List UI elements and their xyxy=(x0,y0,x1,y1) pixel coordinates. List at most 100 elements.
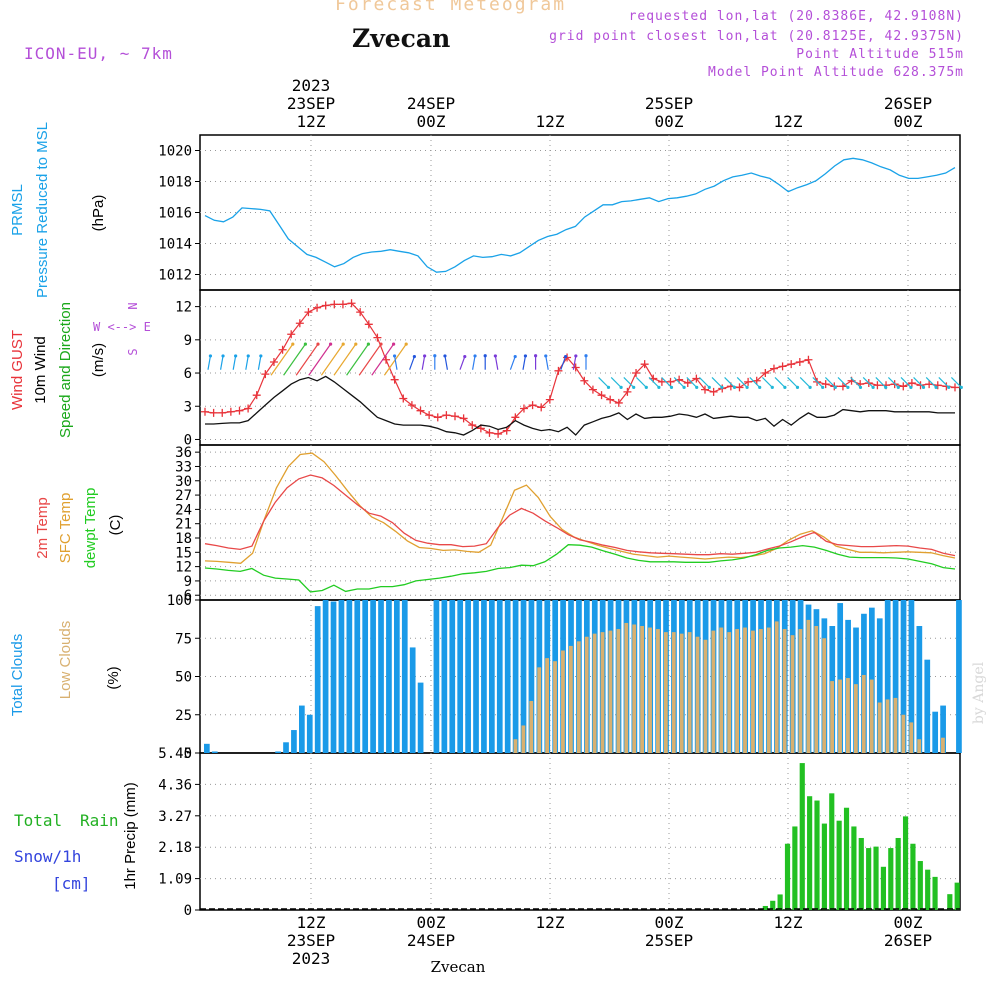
wind-unit: (m/s) xyxy=(90,343,107,377)
low-cloud-bar xyxy=(561,650,565,753)
total-label: Total xyxy=(14,811,62,830)
gust-marker xyxy=(304,308,313,317)
rain-label: Rain xyxy=(80,811,119,830)
wind-line xyxy=(205,375,955,436)
low-cloud-bar xyxy=(584,636,589,753)
gust-marker xyxy=(278,345,287,354)
y-tick-label: 6 xyxy=(184,366,192,382)
wind-arrow xyxy=(509,356,516,370)
wind-arrow-head xyxy=(657,385,661,389)
wind-arrow-head xyxy=(513,354,517,359)
wind-arrow xyxy=(270,343,294,376)
precip-bar xyxy=(799,763,805,910)
gust-marker xyxy=(226,407,235,416)
wind-arrow-head xyxy=(808,385,812,389)
model-altitude: Model Point Altitude 628.375m xyxy=(708,65,964,80)
point-altitude: Point Altitude 515m xyxy=(796,47,964,62)
gust-marker xyxy=(588,385,597,394)
wind-arrow xyxy=(913,377,924,388)
gust-marker xyxy=(778,362,787,371)
grid-coords: grid point closest lon,lat (20.8125E, 42… xyxy=(549,29,964,44)
total-cloud-bar xyxy=(338,600,345,753)
wind-arrow-head xyxy=(871,385,875,389)
gust-marker xyxy=(459,414,468,423)
low-cloud-bar xyxy=(774,621,779,753)
wind-arrow-head xyxy=(412,354,416,359)
precip-bar xyxy=(925,869,931,910)
total-cloud-bar xyxy=(908,600,915,753)
low-cloud-bar xyxy=(861,674,866,753)
gust-marker xyxy=(364,320,373,329)
low-cloud-bar xyxy=(711,630,716,753)
dewpoint-label: dewpt Temp xyxy=(82,488,99,569)
wind-arrow xyxy=(661,377,672,388)
y-tick-label: 1014 xyxy=(158,237,192,253)
wind-arrow-head xyxy=(392,354,397,358)
wind-arrow-head xyxy=(316,342,320,346)
pressure-label: PRMSL xyxy=(9,184,26,236)
wind-arrow xyxy=(283,343,306,376)
precip-bar xyxy=(902,816,909,910)
y-tick-label: 33 xyxy=(175,459,192,475)
wind-arrow xyxy=(698,377,710,388)
precip-bar xyxy=(947,894,953,910)
y-tick-label: 9 xyxy=(184,333,192,349)
wind-arrow xyxy=(333,343,357,376)
wind-arrow xyxy=(635,377,647,388)
total-cloud-bar xyxy=(956,600,962,753)
gust-marker xyxy=(709,387,718,396)
low-cloud-bar xyxy=(568,645,573,753)
wind-arrow xyxy=(761,377,773,388)
wind-arrow xyxy=(799,377,811,388)
gust-marker xyxy=(347,299,356,308)
gust-marker xyxy=(269,357,278,366)
gust-marker xyxy=(519,404,528,413)
sfc-temp-line xyxy=(204,452,956,564)
wind-arrow-head xyxy=(795,385,800,389)
wind-arrow xyxy=(295,343,319,376)
wind-arrow-head xyxy=(821,385,825,389)
wind-arrow-head xyxy=(221,354,225,358)
gust-marker xyxy=(442,411,451,420)
wind-arrow xyxy=(736,377,748,388)
wind-arrow xyxy=(875,377,887,388)
wind-arrow-head xyxy=(858,385,863,389)
wind-arrow-head xyxy=(909,385,913,389)
low-cloud-bar xyxy=(727,632,732,753)
dewpoint-line xyxy=(204,544,956,593)
precip-bar xyxy=(910,843,916,910)
time-axis-label: 00Z xyxy=(894,112,923,131)
gust-marker xyxy=(657,377,666,386)
wind-arrow xyxy=(900,377,912,388)
total-cloud-bar xyxy=(441,600,448,753)
precip-bar xyxy=(762,905,768,910)
wind-arrow xyxy=(673,377,685,388)
precip-bar xyxy=(858,837,864,910)
wind-arrow-head xyxy=(846,385,850,389)
y-tick-label: 25 xyxy=(175,708,192,724)
time-axis-label: 12Z xyxy=(774,913,803,932)
wind-arrow-head xyxy=(234,354,238,358)
wind-arrow-head xyxy=(884,385,888,389)
wind-arrow xyxy=(749,377,761,388)
y-tick-label: 3 xyxy=(184,399,192,415)
low-cloud-bar xyxy=(695,636,700,753)
time-axis-label: 00Z xyxy=(655,112,684,131)
gust-marker xyxy=(838,382,847,391)
wind-arrow-head xyxy=(934,385,938,389)
precip-bar xyxy=(836,820,842,910)
total-cloud-bar xyxy=(481,600,487,753)
low-cloud-bar xyxy=(901,714,906,753)
y-tick-label: 0 xyxy=(184,746,192,762)
total-cloud-bar xyxy=(489,600,495,753)
gust-marker xyxy=(451,412,459,421)
wind-label: 10m Wind xyxy=(32,336,49,404)
snow-unit: [cm] xyxy=(52,874,91,893)
gust-marker xyxy=(528,401,537,410)
wind-arrow xyxy=(812,377,824,388)
total-cloud-bar xyxy=(924,659,931,753)
wind-arrow-head xyxy=(783,385,787,389)
y-tick-label: 6 xyxy=(184,588,192,604)
low-cloud-bar xyxy=(632,624,637,753)
wind-arrow xyxy=(245,355,249,370)
